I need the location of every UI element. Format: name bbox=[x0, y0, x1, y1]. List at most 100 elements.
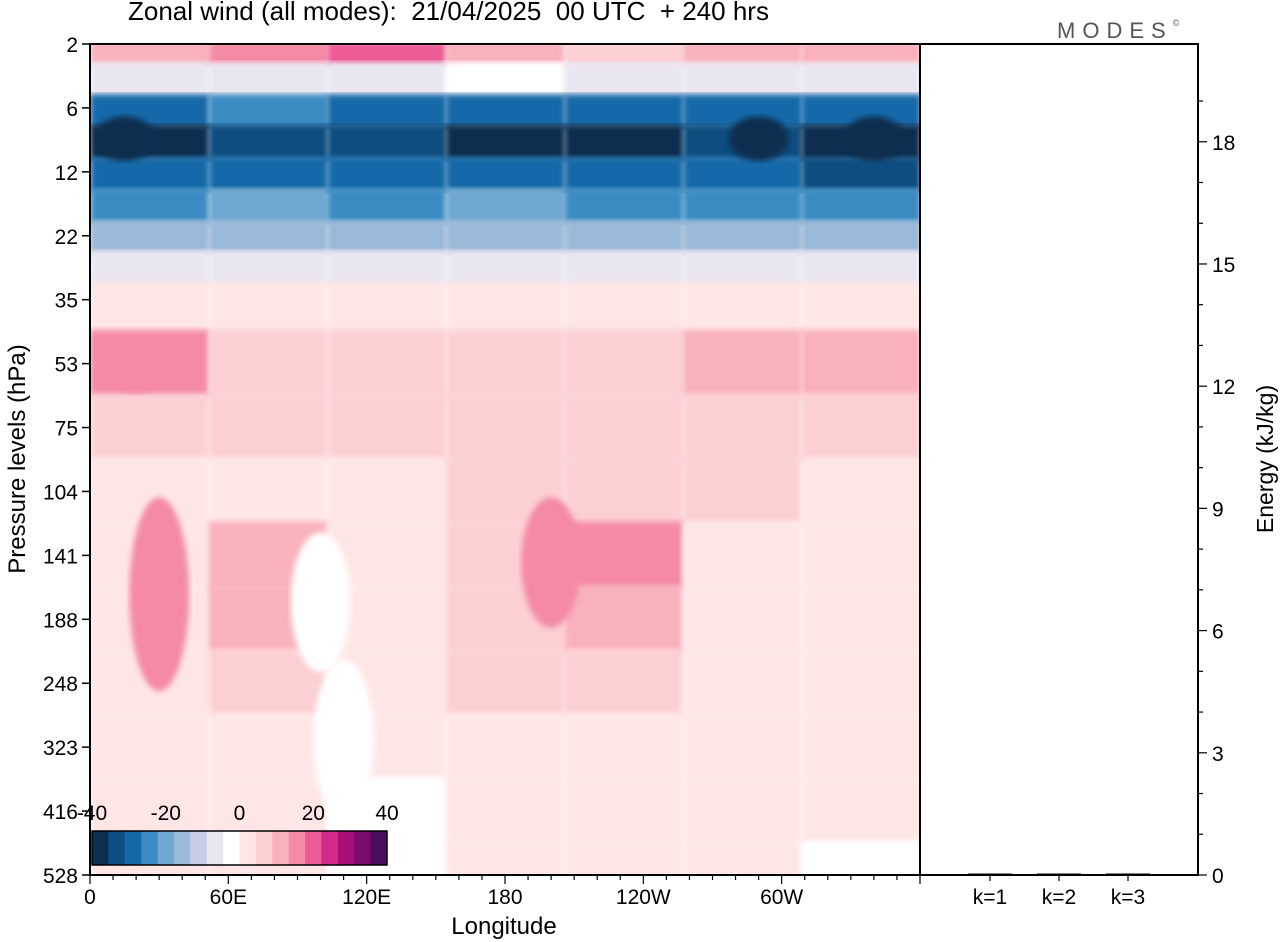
longitude-tick-label: 120E bbox=[342, 886, 391, 909]
heatmap-cell bbox=[564, 220, 684, 255]
heatmap-cell bbox=[208, 156, 329, 193]
heatmap-cell bbox=[90, 713, 210, 782]
wind-feature bbox=[728, 116, 789, 161]
wind-feature bbox=[129, 497, 190, 692]
energy-bar bbox=[1106, 873, 1150, 875]
heatmap-cell bbox=[801, 156, 920, 193]
heatmap-cell bbox=[682, 841, 803, 875]
longitude-axis: 0 60E 120E 180 120W 60W bbox=[84, 875, 921, 909]
longitude-tick-label: 0 bbox=[84, 886, 96, 909]
heatmap-cell bbox=[564, 188, 684, 225]
energy-axis-label: Energy (kJ/kg) bbox=[1252, 385, 1278, 533]
heatmap-cell bbox=[445, 250, 566, 287]
colorbar: -40 -20 0 20 40 bbox=[77, 802, 399, 866]
heatmap-cell bbox=[445, 220, 566, 255]
pressure-tick-label: 141 bbox=[43, 545, 78, 568]
colorbar-swatch bbox=[108, 831, 126, 865]
wavenumber-label: k=3 bbox=[1111, 886, 1145, 909]
wind-feature bbox=[290, 532, 351, 672]
colorbar-swatch bbox=[255, 831, 273, 865]
wind-feature bbox=[843, 116, 904, 161]
heatmap-cell bbox=[801, 585, 920, 654]
heatmap-cell bbox=[208, 188, 329, 225]
heatmap-cell bbox=[801, 649, 920, 718]
heatmap-cell bbox=[90, 62, 210, 99]
heatmap-cell bbox=[445, 777, 566, 845]
colorbar-swatch bbox=[157, 831, 175, 865]
heatmap-cell bbox=[90, 393, 210, 462]
heatmap-cell bbox=[682, 329, 803, 398]
energy-tick-label: 12 bbox=[1212, 376, 1235, 399]
energy-tick-label: 3 bbox=[1212, 743, 1224, 766]
pressure-tick-label: 416 bbox=[43, 801, 78, 824]
heatmap-cell bbox=[445, 841, 566, 875]
heatmap-cell bbox=[327, 156, 447, 193]
colorbar-swatch bbox=[124, 831, 142, 865]
pressure-tick-label: 6 bbox=[66, 98, 78, 121]
heatmap-cell bbox=[682, 585, 803, 654]
energy-bars: k=1 k=2 k=3 bbox=[968, 873, 1150, 909]
longitude-tick-label: 60W bbox=[760, 886, 803, 909]
heatmap-cell bbox=[327, 220, 447, 255]
longitude-tick-label: 180 bbox=[487, 886, 522, 909]
heatmap-cell bbox=[445, 282, 566, 334]
heatmap-cell bbox=[564, 393, 684, 462]
heatmap-cell bbox=[682, 457, 803, 526]
heatmap-cell bbox=[208, 250, 329, 287]
heatmap-cell bbox=[208, 62, 329, 99]
heatmap-cell bbox=[801, 329, 920, 398]
heatmap-cell bbox=[327, 393, 447, 462]
heatmap-cell bbox=[445, 124, 566, 161]
colorbar-swatch bbox=[92, 831, 109, 865]
heatmap-cell bbox=[564, 521, 684, 590]
pressure-tick-label: 2 bbox=[66, 34, 78, 57]
colorbar-swatch bbox=[239, 831, 257, 865]
heatmap-cell bbox=[564, 282, 684, 334]
heatmap-cell bbox=[327, 94, 447, 129]
wind-feature bbox=[521, 497, 582, 628]
colorbar-swatch bbox=[272, 831, 290, 865]
heatmap-cell bbox=[327, 124, 447, 161]
energy-axis: 0 3 6 9 12 15 18 bbox=[1198, 100, 1235, 888]
heatmap-cell bbox=[208, 124, 329, 161]
pressure-tick-label: 188 bbox=[43, 609, 78, 632]
heatmap-cell bbox=[564, 713, 684, 782]
heatmap-cell bbox=[801, 62, 920, 99]
heatmap-cell bbox=[682, 62, 803, 99]
wind-feature-layer bbox=[94, 116, 904, 820]
heatmap-cell bbox=[682, 250, 803, 287]
wind-feature bbox=[94, 116, 155, 161]
pressure-tick-label: 323 bbox=[43, 737, 78, 760]
pressure-tick-label: 53 bbox=[55, 354, 78, 377]
heatmap-cell bbox=[445, 713, 566, 782]
heatmap-cell bbox=[801, 713, 920, 782]
colorbar-swatch bbox=[305, 831, 322, 865]
heatmap-cell bbox=[90, 250, 210, 287]
heatmap-cell bbox=[682, 282, 803, 334]
heatmap-cell bbox=[327, 282, 447, 334]
pressure-tick-label: 528 bbox=[43, 865, 78, 888]
heatmap-cell bbox=[801, 457, 920, 526]
pressure-axis: 2 6 12 22 35 53 75 104 141 188 248 323 416 528 bbox=[43, 34, 90, 888]
colorbar-tick-label: -20 bbox=[151, 802, 181, 825]
heatmap-cell bbox=[90, 220, 210, 255]
colorbar-swatch bbox=[141, 831, 159, 865]
heatmap-cell bbox=[327, 457, 447, 526]
energy-tick-label: 0 bbox=[1212, 865, 1224, 888]
pressure-tick-label: 248 bbox=[43, 673, 78, 696]
heatmap-cell bbox=[90, 44, 210, 67]
heatmap-cell bbox=[90, 188, 210, 225]
longitude-tick-label: 120W bbox=[616, 886, 671, 909]
heatmap-cell bbox=[801, 841, 920, 875]
colorbar-swatch bbox=[173, 831, 191, 865]
heatmap-cell bbox=[90, 156, 210, 193]
wind-feature bbox=[313, 659, 374, 820]
pressure-tick-label: 104 bbox=[43, 481, 78, 504]
heatmap-cell bbox=[208, 457, 329, 526]
y-axis-label: Pressure levels (hPa) bbox=[4, 344, 31, 573]
heatmap-cell bbox=[445, 94, 566, 129]
energy-tick-label: 6 bbox=[1212, 621, 1224, 644]
pressure-tick-label: 75 bbox=[55, 418, 78, 441]
wavenumber-label: k=1 bbox=[973, 886, 1007, 909]
